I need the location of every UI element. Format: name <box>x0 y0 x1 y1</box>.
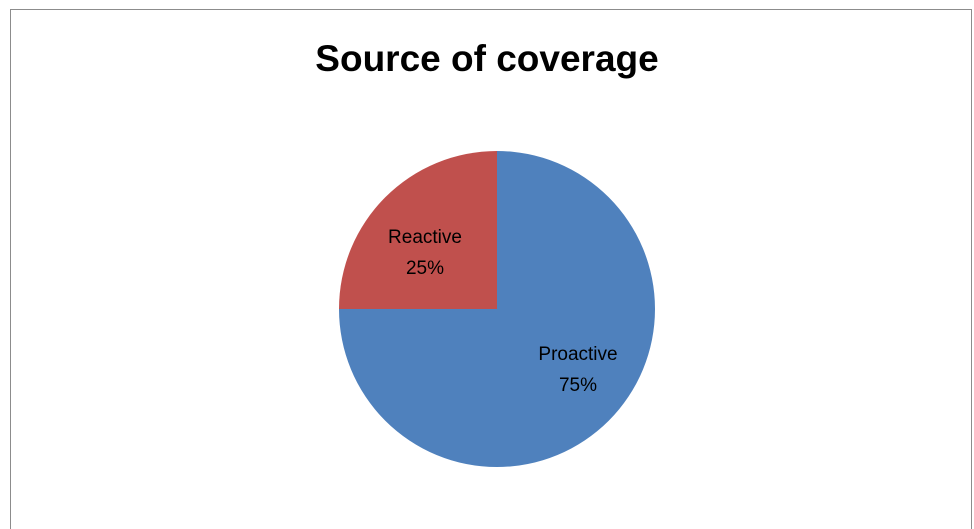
slice-label-reactive: Reactive <box>388 227 462 248</box>
pie-slice-reactive <box>339 151 497 309</box>
slice-label-proactive: Proactive <box>538 344 617 365</box>
pie-chart: Proactive 75% Reactive 25% <box>339 151 655 467</box>
slice-percent-reactive: 25% <box>406 258 444 279</box>
slice-percent-proactive: 75% <box>559 375 597 396</box>
chart-title: Source of coverage <box>315 38 659 79</box>
